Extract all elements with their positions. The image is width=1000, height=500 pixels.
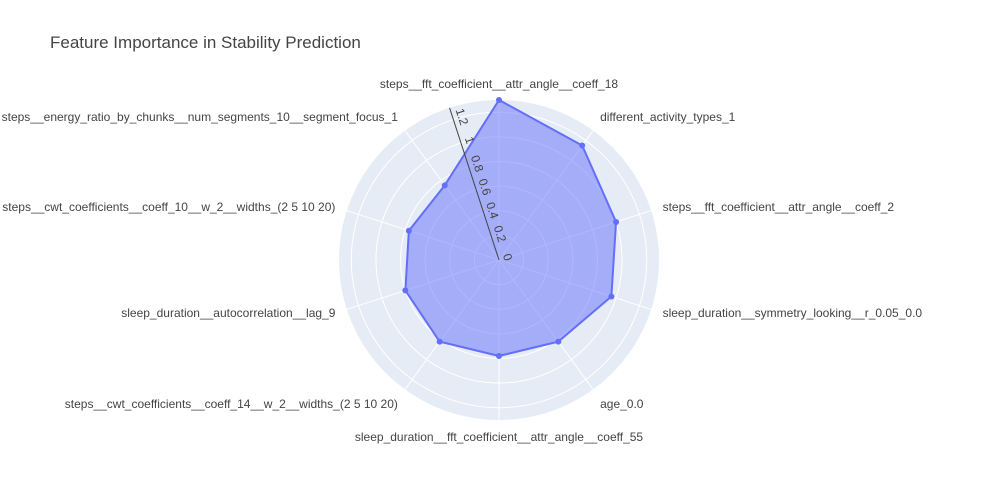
data-point bbox=[579, 142, 586, 149]
category-label: steps__cwt_coefficients__coeff_14__w_2__… bbox=[65, 397, 398, 411]
radial-axis-line bbox=[449, 107, 500, 261]
tick-layer: 0 0.2 0.4 0.6 0.8 1 1.2 bbox=[449, 107, 515, 263]
radial-tick: 0.8 bbox=[468, 153, 487, 174]
radial-tick-label: 1 bbox=[462, 135, 477, 146]
data-point bbox=[436, 338, 443, 345]
category-label: steps__cwt_coefficients__coeff_10__w_2__… bbox=[2, 200, 335, 214]
radial-tick: 0.2 bbox=[491, 224, 510, 245]
radial-tick: 1.2 bbox=[453, 107, 472, 128]
radial-tick-label: 0.6 bbox=[476, 177, 495, 198]
data-point bbox=[496, 353, 502, 359]
label-layer: steps__fft_coefficient__attr_angle__coef… bbox=[2, 77, 923, 444]
data-point bbox=[496, 97, 502, 103]
series-layer bbox=[402, 97, 620, 359]
category-label: steps__fft_coefficient__attr_angle__coef… bbox=[380, 77, 619, 91]
data-point bbox=[555, 338, 562, 345]
radial-tick: 0.6 bbox=[476, 177, 495, 198]
category-label: age_0.0 bbox=[600, 397, 644, 411]
radial-tick: 1 bbox=[462, 135, 477, 146]
category-label: sleep_duration__symmetry_looking__r_0.05… bbox=[663, 306, 923, 320]
radial-tick-label: 0 bbox=[500, 252, 515, 263]
chart-title: Feature Importance in Stability Predicti… bbox=[50, 33, 361, 52]
radial-tick-label: 0.8 bbox=[468, 153, 487, 174]
data-point bbox=[608, 293, 615, 300]
radial-tick: 0.4 bbox=[483, 200, 502, 221]
category-label: steps__energy_ratio_by_chunks__num_segme… bbox=[2, 110, 399, 124]
data-point bbox=[405, 227, 412, 234]
data-point bbox=[402, 287, 409, 294]
data-point bbox=[441, 182, 448, 189]
radial-tick-label: 0.4 bbox=[483, 200, 502, 221]
radial-tick-label: 0.2 bbox=[491, 224, 510, 245]
category-label: different_activity_types_1 bbox=[600, 110, 736, 124]
category-label: steps__fft_coefficient__attr_angle__coef… bbox=[663, 200, 895, 214]
category-label: sleep_duration__fft_coefficient__attr_an… bbox=[355, 430, 644, 444]
radial-tick: 0 bbox=[500, 252, 515, 263]
data-point bbox=[613, 218, 620, 225]
category-label: sleep_duration__autocorrelation__lag_9 bbox=[121, 306, 335, 320]
radial-tick-label: 1.2 bbox=[453, 107, 472, 128]
